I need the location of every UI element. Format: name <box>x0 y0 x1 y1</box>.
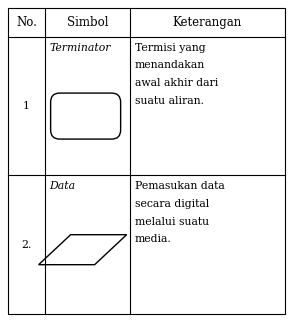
FancyBboxPatch shape <box>51 93 121 139</box>
Text: 2.: 2. <box>21 240 32 250</box>
Text: Terminator: Terminator <box>50 43 111 53</box>
Text: Pemasukan data

secara digital

melalui suatu

media.: Pemasukan data secara digital melalui su… <box>135 181 225 244</box>
Text: 1: 1 <box>23 101 30 111</box>
Text: No.: No. <box>16 16 37 29</box>
Text: Simbol: Simbol <box>67 16 108 29</box>
Text: Termisi yang

menandakan

awal akhir dari

suatu aliran.: Termisi yang menandakan awal akhir dari … <box>135 43 218 106</box>
Text: Keterangan: Keterangan <box>173 16 242 29</box>
Text: Data: Data <box>50 181 76 191</box>
